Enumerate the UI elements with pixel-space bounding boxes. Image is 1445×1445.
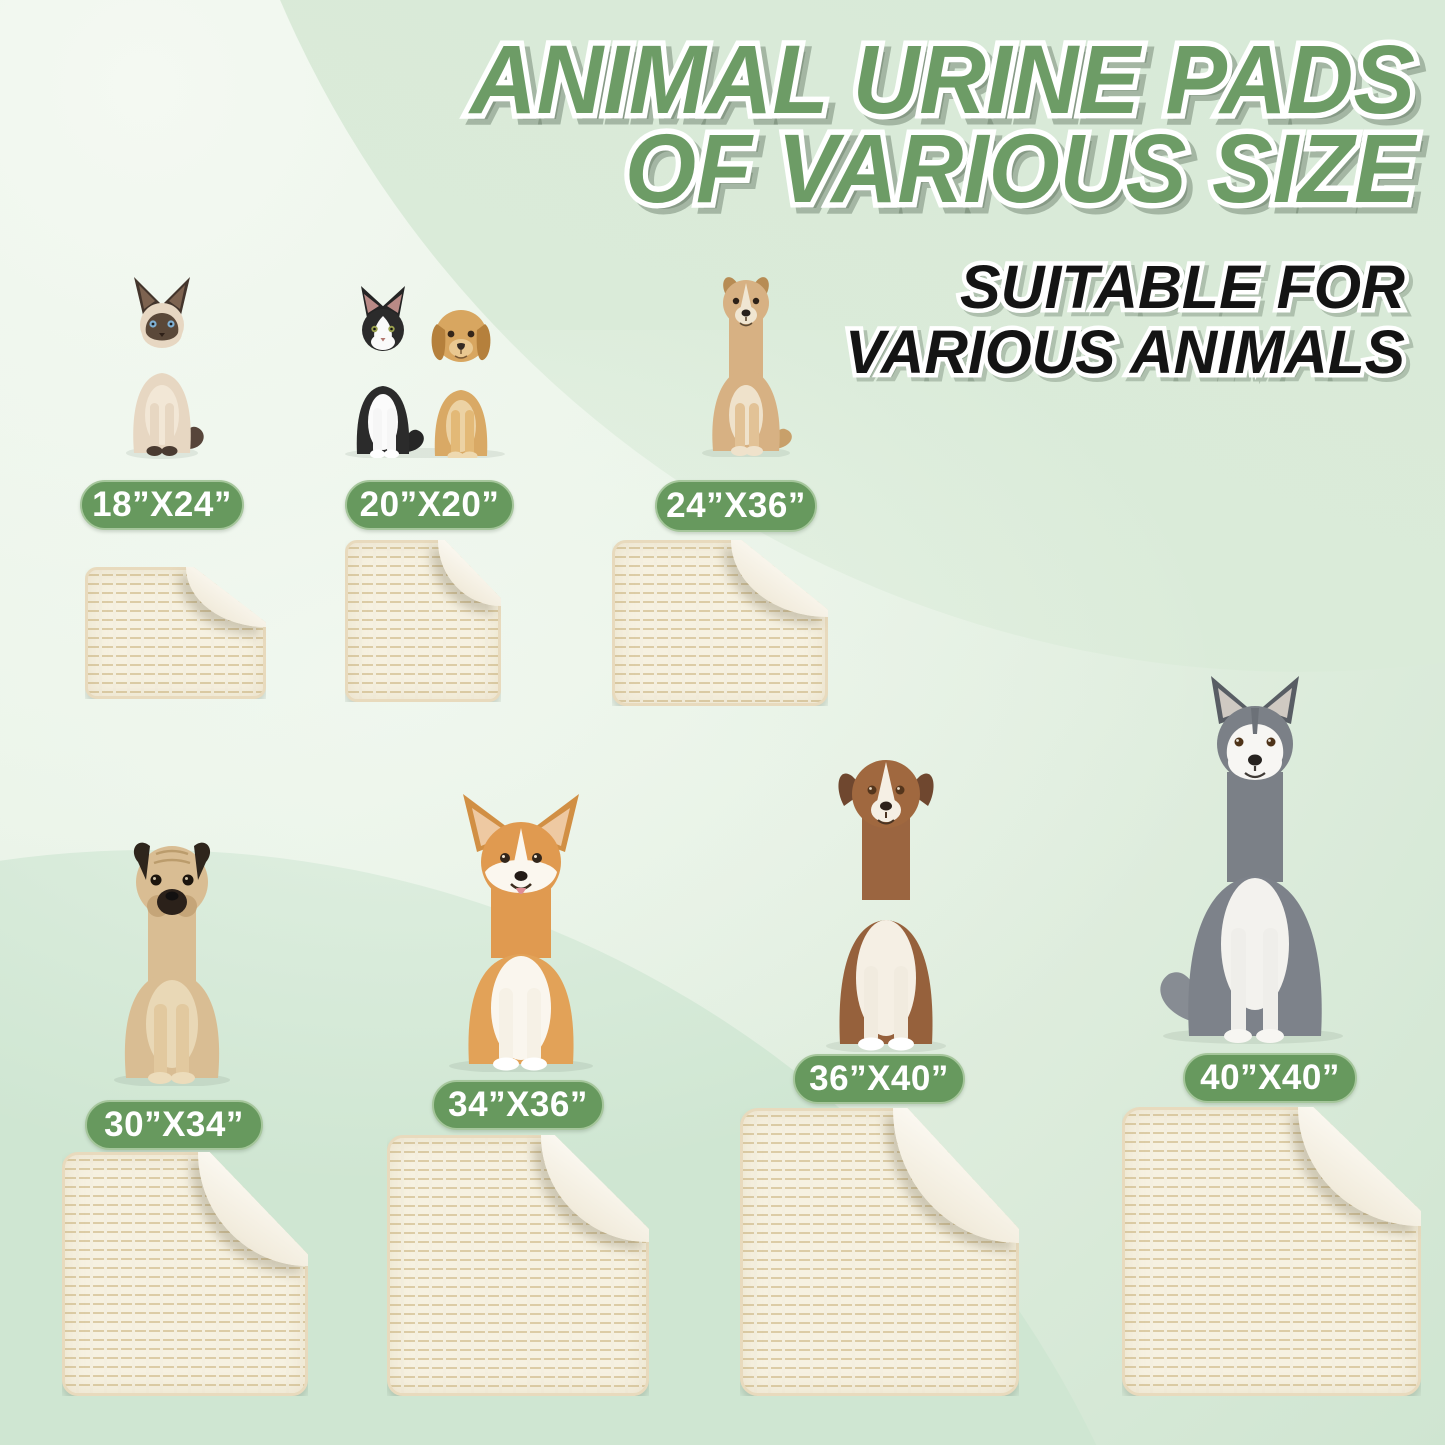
title-line-1-shadow: ANIMAL URINE PADS <box>474 31 1421 140</box>
pet-image-husky <box>1160 676 1343 1044</box>
size-badge-label: 36”X40” <box>809 1059 949 1098</box>
size-badge-40x40: 40”X40” <box>1183 1053 1357 1103</box>
title-line-2: OF VARIOUS SIZE <box>625 114 1418 223</box>
size-badge-label: 20”X20” <box>359 485 500 524</box>
pet-image-cat-and-puppy <box>345 286 505 458</box>
pee-pad-40x40 <box>1122 1107 1421 1396</box>
pet-image-pug <box>114 842 230 1086</box>
size-badge-label: 30”X34” <box>104 1105 244 1144</box>
subtitle-line-2: VARIOUS ANIMALS <box>845 318 1405 386</box>
pet-image-australian-shepherd <box>826 760 946 1052</box>
subtitle-line-1-shadow: SUITABLE FOR <box>964 257 1409 325</box>
size-badge-36x40: 36”X40” <box>793 1054 965 1104</box>
pad-fold-corner <box>1297 1107 1421 1226</box>
title-line-2-shadow: OF VARIOUS SIZE <box>631 120 1424 229</box>
subtitle-line-2-shadow: VARIOUS ANIMALS <box>849 322 1409 390</box>
size-badge-label: 24”X36” <box>666 486 806 525</box>
title-line-1: ANIMAL URINE PADS <box>468 25 1415 134</box>
size-badge-20x20: 20”X20” <box>345 480 514 530</box>
subtitle: SUITABLE FOR SUITABLE FOR VARIOUS ANIMAL… <box>841 249 1414 395</box>
pet-image-siamese-cat <box>126 277 204 459</box>
size-badge-30x34: 30”X34” <box>85 1100 263 1150</box>
subtitle-line-1: SUITABLE FOR <box>960 253 1405 321</box>
size-badge-label: 34”X36” <box>448 1085 588 1124</box>
pet-image-tan-dog <box>702 277 792 457</box>
size-badge-label: 18”X24” <box>92 485 232 524</box>
pet-image-corgi <box>449 794 593 1072</box>
size-badge-34x36: 34”X36” <box>432 1080 604 1130</box>
size-badge-label: 40”X40” <box>1200 1058 1340 1097</box>
size-badge-18x24: 18”X24” <box>80 480 244 530</box>
size-badge-24x36: 24”X36” <box>655 480 817 532</box>
pee-pad-30x34 <box>62 1152 308 1396</box>
page-title: ANIMAL URINE PADS ANIMAL URINE PADS OF V… <box>463 20 1430 235</box>
